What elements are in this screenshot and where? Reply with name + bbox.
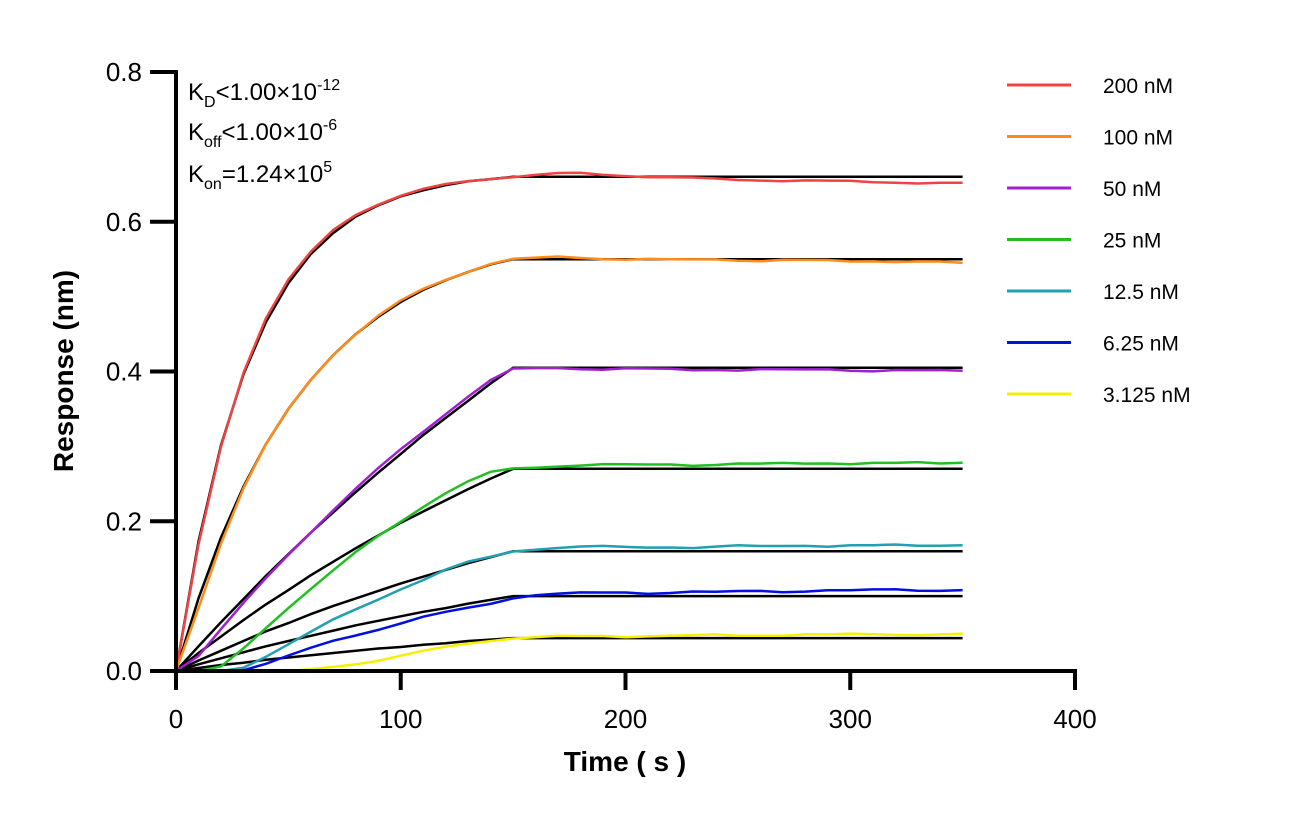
annotation-kd: KD<1.00×10-12: [188, 77, 340, 111]
legend-label: 25 nM: [1103, 230, 1161, 253]
x-tick-label: 0: [169, 704, 183, 734]
legend-label: 3.125 nM: [1103, 384, 1191, 407]
annotation-koff: Koff<1.00×10-6: [188, 117, 337, 151]
y-tick-label: 0.4: [106, 357, 142, 387]
measured-line-200-nM: [174, 171, 963, 672]
measured-line-100-nM: [174, 255, 963, 672]
fit-line-50-nM: [175, 366, 963, 672]
x-ticks: 0 100 200 300 400: [169, 671, 1097, 734]
fit-line-6.25-nM: [175, 594, 963, 673]
measured-line-3.125-nM: [288, 632, 963, 673]
legend-label: 200 nM: [1103, 75, 1173, 98]
legend-label: 12.5 nM: [1103, 281, 1179, 304]
legend-label: 50 nM: [1103, 178, 1161, 201]
y-tick-label: 0.0: [106, 656, 142, 686]
legend-item: 3.125 nM: [1007, 384, 1191, 407]
y-tick-label: 0.6: [106, 207, 142, 237]
fit-line-3.125-nM: [175, 636, 963, 673]
legend-item: 25 nM: [1007, 230, 1161, 253]
x-tick-label: 200: [604, 704, 647, 734]
legend-item: 12.5 nM: [1007, 281, 1179, 304]
legend-item: 50 nM: [1007, 178, 1161, 201]
fit-line-25-nM: [175, 467, 963, 672]
legend-label: 6.25 nM: [1103, 333, 1179, 356]
kinetics-annotations: KD<1.00×10-12 Koff<1.00×10-6 Kon=1.24×10…: [188, 77, 340, 193]
y-ticks: 0.0 0.2 0.4 0.6 0.8: [106, 57, 176, 686]
y-tick-label: 0.2: [106, 506, 142, 536]
measured-line-50-nM: [175, 366, 963, 673]
annotation-kon: Kon=1.24×105: [188, 159, 332, 193]
measured-line-25-nM: [198, 460, 963, 673]
x-tick-label: 300: [829, 704, 872, 734]
legend-item: 100 nM: [1007, 127, 1173, 150]
legend-item: 200 nM: [1007, 75, 1173, 98]
x-axis-title: Time ( s ): [564, 746, 686, 777]
y-axis-title: Response (nm): [48, 270, 79, 472]
legend-item: 6.25 nM: [1007, 333, 1179, 356]
x-tick-label: 100: [379, 704, 422, 734]
y-tick-label: 0.8: [106, 57, 142, 87]
legend-label: 100 nM: [1103, 127, 1173, 150]
measured-line-12.5-nM: [220, 543, 963, 673]
x-tick-label: 400: [1053, 704, 1096, 734]
legend: 200 nM 100 nM 50 nM 25 nM 12.5 nM 6.25 nM 3.12…: [1007, 75, 1191, 407]
fit-curves: [174, 175, 963, 673]
fit-line-12.5-nM: [175, 549, 963, 673]
measured-line-6.25-nM: [220, 588, 963, 673]
measured-curves: [174, 171, 963, 673]
fit-line-200-nM: [174, 175, 963, 672]
